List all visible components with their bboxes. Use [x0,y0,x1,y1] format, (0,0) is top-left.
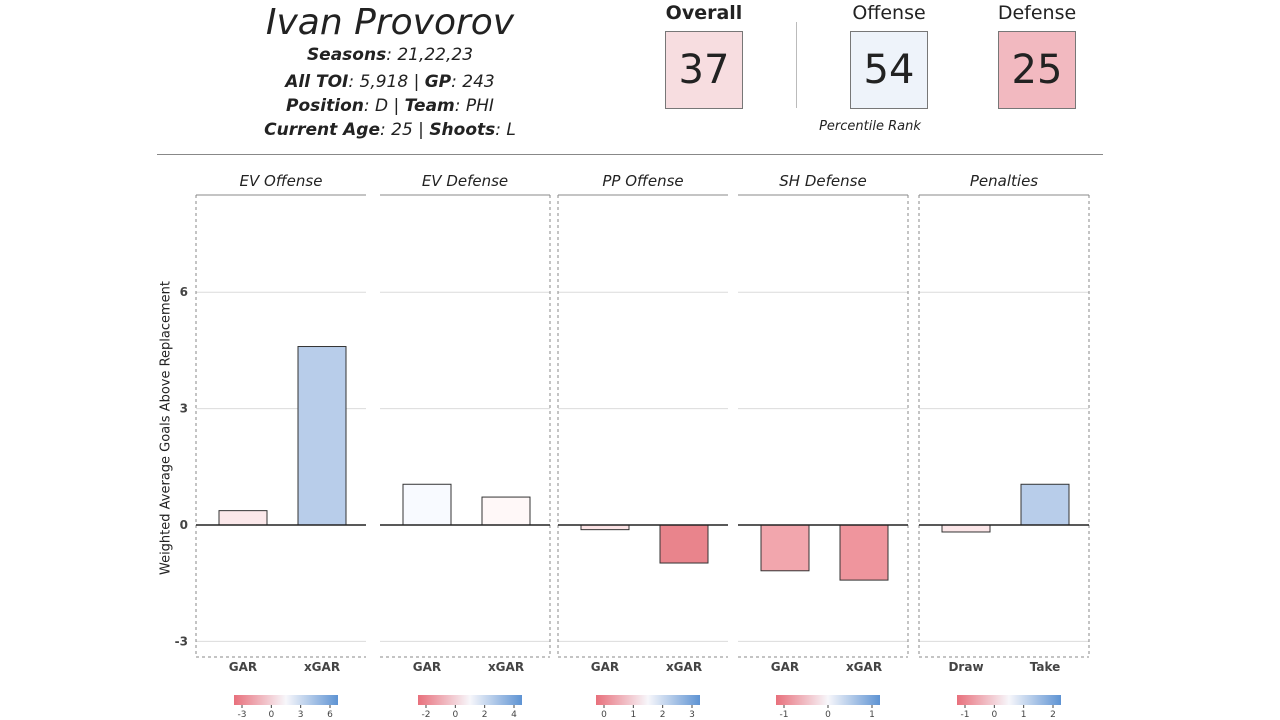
color-legend-bar [596,695,700,705]
legend-tick-label: -1 [780,710,789,720]
x-tick-label: Draw [948,660,983,674]
overall-rank-box: 37 [665,31,743,109]
x-tick-label: xGAR [488,660,524,674]
legend-tick-label: 2 [660,710,666,720]
legend-tick-label: -2 [422,710,431,720]
overall-rank-label: Overall [665,2,743,24]
y-tick-label: 3 [180,402,188,416]
y-tick-label: 6 [180,285,188,299]
x-tick-label: xGAR [304,660,340,674]
color-legend-bar [957,695,1061,705]
panel-title: EV Defense [422,172,508,190]
x-tick-label: GAR [413,660,441,674]
offense-rank-box: 54 [850,31,928,109]
age-value: : 25 | [380,120,430,140]
x-tick-label: GAR [591,660,619,674]
y-tick-label: -3 [175,634,188,648]
color-legend-bar [418,695,522,705]
gp-label: GP [424,72,452,92]
toi-gp-line: All TOI: 5,918 | GP: 243 [200,72,580,92]
bar-gar [402,483,452,526]
team-label: Team [404,96,455,116]
legend-tick-label: 0 [825,710,831,720]
bar-xgar [839,524,889,581]
panel-title: SH Defense [779,172,866,190]
header-divider [157,154,1103,155]
legend-tick-label: 0 [601,710,607,720]
legend-tick-label: -1 [961,710,970,720]
position-value: : D | [363,96,405,116]
rank-divider [796,22,797,108]
position-team-line: Position: D | Team: PHI [200,96,580,116]
legend-tick-label: 1 [630,710,636,720]
player-name: Ivan Provorov [265,2,515,43]
legend-tick-label: -3 [238,710,247,720]
age-shoots-line: Current Age: 25 | Shoots: L [200,120,580,140]
percentile-rank-note: Percentile Rank [819,119,921,134]
bar-xgar [659,524,709,564]
gp-value: : 243 [451,72,495,92]
age-label: Current Age [264,120,380,140]
x-tick-label: Take [1030,660,1061,674]
legend-tick-label: 2 [1050,710,1056,720]
seasons-line: Seasons: 21,22,23 [200,45,580,65]
legend-tick-label: 3 [689,710,695,720]
color-legend-bar [234,695,338,705]
panel-title: Penalties [970,172,1038,190]
legend-tick-label: 0 [268,710,274,720]
position-label: Position [286,96,364,116]
legend-tick-label: 1 [869,710,875,720]
bar-gar [760,524,810,572]
y-tick-label: 0 [180,518,188,532]
defense-rank-label: Defense [997,2,1077,24]
legend-tick-label: 1 [1021,710,1027,720]
color-legend-bar [776,695,880,705]
legend-tick-label: 0 [452,710,458,720]
defense-rank-box: 25 [998,31,1076,109]
seasons-value: : 21,22,23 [386,45,474,65]
panel-title: EV Offense [240,172,323,190]
x-tick-label: xGAR [846,660,882,674]
bar-take [1020,483,1070,526]
toi-label: All TOI [285,72,349,92]
bar-gar [218,510,268,526]
x-tick-label: GAR [229,660,257,674]
legend-tick-label: 4 [511,710,517,720]
team-value: : PHI [454,96,494,116]
legend-tick-label: 2 [482,710,488,720]
bar-xgar [481,496,531,526]
legend-tick-label: 0 [991,710,997,720]
panel-title: PP Offense [602,172,683,190]
bar-draw [941,524,991,533]
legend-tick-label: 6 [327,710,333,720]
seasons-label: Seasons [306,45,387,65]
shoots-label: Shoots [429,120,496,140]
shoots-value: : L [495,120,516,140]
toi-value: : 5,918 | [348,72,425,92]
legend-tick-label: 3 [298,710,304,720]
x-tick-label: GAR [771,660,799,674]
bar-xgar [297,346,347,526]
offense-rank-label: Offense [852,2,926,24]
x-tick-label: xGAR [666,660,702,674]
